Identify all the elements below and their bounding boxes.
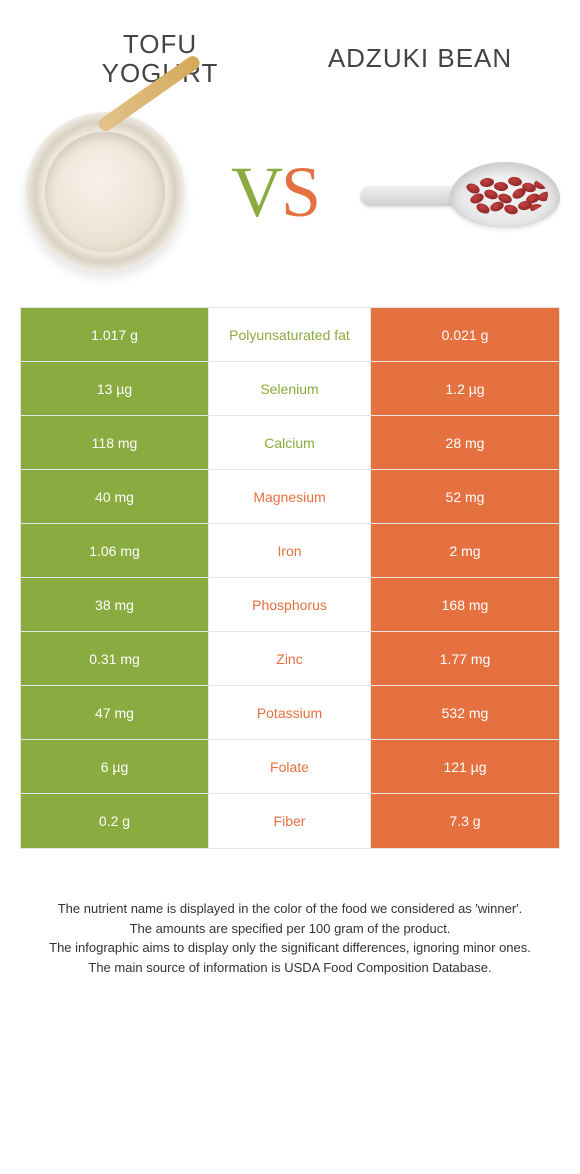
footer-line-2: The amounts are specified per 100 gram o…: [30, 919, 550, 939]
vs-s: S: [281, 152, 319, 232]
left-value-cell: 0.2 g: [21, 794, 209, 848]
left-value-cell: 6 µg: [21, 740, 209, 793]
table-row: 118 mgCalcium28 mg: [21, 416, 559, 470]
footer-line-4: The main source of information is USDA F…: [30, 958, 550, 978]
left-value-cell: 118 mg: [21, 416, 209, 469]
vs-v: V: [231, 152, 281, 232]
right-value-cell: 168 mg: [371, 578, 559, 631]
nutrient-label-cell: Calcium: [209, 416, 371, 469]
left-value-cell: 0.31 mg: [21, 632, 209, 685]
tofu-yogurt-image: [20, 107, 190, 277]
table-row: 38 mgPhosphorus168 mg: [21, 578, 559, 632]
right-value-cell: 1.2 µg: [371, 362, 559, 415]
footer-line-3: The infographic aims to display only the…: [30, 938, 550, 958]
footer-notes: The nutrient name is displayed in the co…: [0, 849, 580, 977]
right-food-title: Adzuki bean: [290, 44, 550, 73]
table-row: 6 µgFolate121 µg: [21, 740, 559, 794]
nutrient-label-cell: Phosphorus: [209, 578, 371, 631]
adzuki-bean-image: [360, 152, 560, 232]
nutrient-label-cell: Polyunsaturated fat: [209, 308, 371, 361]
table-row: 1.017 gPolyunsaturated fat0.021 g: [21, 308, 559, 362]
right-value-cell: 1.77 mg: [371, 632, 559, 685]
table-row: 1.06 mgIron2 mg: [21, 524, 559, 578]
left-value-cell: 47 mg: [21, 686, 209, 739]
right-value-cell: 7.3 g: [371, 794, 559, 848]
right-value-cell: 532 mg: [371, 686, 559, 739]
table-row: 0.2 gFiber7.3 g: [21, 794, 559, 848]
nutrient-label-cell: Zinc: [209, 632, 371, 685]
right-value-cell: 52 mg: [371, 470, 559, 523]
vs-label: VS: [231, 151, 319, 234]
table-row: 0.31 mgZinc1.77 mg: [21, 632, 559, 686]
right-value-cell: 121 µg: [371, 740, 559, 793]
table-row: 13 µgSelenium1.2 µg: [21, 362, 559, 416]
left-value-cell: 1.017 g: [21, 308, 209, 361]
left-value-cell: 38 mg: [21, 578, 209, 631]
nutrient-label-cell: Selenium: [209, 362, 371, 415]
right-value-cell: 2 mg: [371, 524, 559, 577]
nutrient-label-cell: Potassium: [209, 686, 371, 739]
left-value-cell: 1.06 mg: [21, 524, 209, 577]
nutrient-label-cell: Magnesium: [209, 470, 371, 523]
footer-line-1: The nutrient name is displayed in the co…: [30, 899, 550, 919]
right-value-cell: 28 mg: [371, 416, 559, 469]
right-value-cell: 0.021 g: [371, 308, 559, 361]
table-row: 40 mgMagnesium52 mg: [21, 470, 559, 524]
nutrient-label-cell: Folate: [209, 740, 371, 793]
nutrient-label-cell: Iron: [209, 524, 371, 577]
images-row: VS: [0, 97, 580, 307]
nutrient-comparison-table: 1.017 gPolyunsaturated fat0.021 g13 µgSe…: [20, 307, 560, 849]
nutrient-label-cell: Fiber: [209, 794, 371, 848]
table-row: 47 mgPotassium532 mg: [21, 686, 559, 740]
left-value-cell: 13 µg: [21, 362, 209, 415]
left-value-cell: 40 mg: [21, 470, 209, 523]
header: TOFU YOGURT Adzuki bean: [0, 0, 580, 97]
